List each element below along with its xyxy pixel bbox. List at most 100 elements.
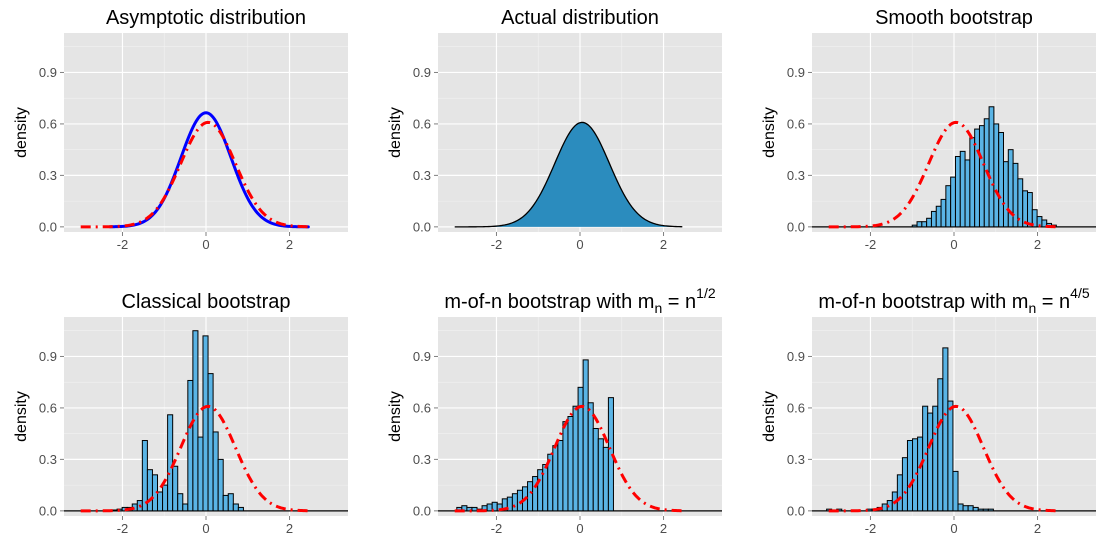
histogram-bar	[927, 412, 934, 512]
panel-title-text: m-of-n bootstrap with m	[444, 291, 654, 313]
panel-title-text: Smooth bootstrap	[875, 7, 1033, 29]
histogram-bar	[906, 440, 914, 512]
y-tick-label: 0.6	[39, 116, 57, 131]
x-tick-label: 2	[1034, 521, 1041, 535]
panel-title-tail: = n	[1036, 291, 1070, 313]
histogram-bar	[947, 400, 954, 512]
x-tick-label: -2	[491, 237, 503, 252]
histogram-bar	[967, 505, 974, 512]
y-tick-label: 0.0	[413, 219, 431, 234]
y-tick-label: 0.0	[787, 503, 805, 518]
histogram-bar	[232, 503, 239, 512]
histogram-bar	[582, 359, 589, 512]
y-tick-label: 0.6	[787, 116, 805, 131]
panel-title: m-of-n bootstrap with mn = n1/2	[444, 285, 715, 316]
y-tick-label: 0.3	[787, 168, 805, 183]
y-tick-label: 0.3	[39, 168, 57, 183]
histogram-bar	[602, 446, 609, 512]
x-tick-label: -2	[117, 521, 129, 535]
histogram-bar	[227, 493, 234, 512]
histogram-bar	[162, 484, 169, 512]
panel-title: Asymptotic distribution	[106, 7, 306, 29]
histogram-bar	[557, 440, 564, 512]
x-tick-label: 0	[950, 521, 957, 535]
histogram-bar	[111, 509, 118, 512]
histogram-bar	[917, 436, 924, 512]
y-tick-label: 0.3	[39, 452, 57, 467]
histogram-bar	[567, 416, 574, 512]
histogram-bar	[964, 159, 971, 228]
panel-5: -2 0 2 0.0 0.3 0.6 0.9 density m-of-n bootstrap …	[387, 285, 722, 535]
density-outline	[454, 121, 683, 228]
panel-title: Actual distribution	[501, 7, 659, 29]
histogram-bar	[1012, 162, 1019, 228]
panel-title-subscript: n	[1028, 300, 1036, 316]
x-tick-label: 2	[1034, 237, 1041, 252]
histogram-bar	[572, 405, 579, 512]
y-tick-label: 0.0	[787, 219, 805, 234]
panel-title-tail: = n	[662, 291, 696, 313]
histogram-bar	[172, 465, 179, 512]
histogram-bar	[237, 506, 244, 512]
histogram-bar	[952, 470, 959, 512]
histogram-bar	[881, 503, 888, 512]
y-tick-label: 0.0	[39, 219, 57, 234]
histogram-bar	[987, 508, 994, 512]
histogram-bar	[932, 405, 939, 512]
histogram-bar	[542, 464, 549, 512]
histogram-bar	[157, 491, 164, 512]
y-tick-label: 0.0	[39, 503, 57, 518]
histogram-bar	[866, 508, 873, 512]
histogram-bar	[937, 378, 944, 512]
y-axis-title: density	[387, 391, 404, 442]
histogram-bar	[969, 137, 976, 228]
y-tick-label: 0.9	[787, 65, 805, 80]
histogram-bar	[998, 132, 1004, 228]
histogram-bar	[978, 125, 985, 228]
x-tick-label: -2	[865, 237, 877, 252]
panel-title: Smooth bootstrap	[875, 7, 1033, 29]
histogram-bar	[922, 405, 929, 512]
histogram-bar	[959, 150, 966, 228]
x-tick-label: 0	[202, 237, 209, 252]
histogram-bar	[207, 373, 214, 512]
y-tick-label: 0.6	[787, 400, 805, 415]
histogram-bar	[930, 210, 937, 228]
histogram-bar	[141, 440, 148, 512]
histogram-bar	[511, 493, 518, 512]
histogram-bar	[950, 176, 956, 228]
histogram-bar	[942, 347, 949, 512]
dashed-density-curve	[828, 404, 1057, 513]
panel-title-text: Asymptotic distribution	[106, 7, 306, 29]
panel-title-text: Actual distribution	[501, 7, 659, 29]
y-tick-label: 0.6	[413, 400, 431, 415]
histogram-bar	[177, 493, 184, 512]
y-axis-title: density	[761, 107, 778, 158]
histogram-bar	[562, 421, 569, 512]
y-tick-label: 0.9	[39, 349, 57, 364]
x-tick-label: -2	[491, 521, 503, 535]
histogram-bar	[212, 431, 219, 512]
panel-1: -2 0 2 0.0 0.3 0.6 0.9 density Asymptotic distri…	[13, 7, 348, 252]
y-tick-label: 0.3	[413, 452, 431, 467]
panel-4: -2 0 2 0.0 0.3 0.6 0.9 density Classical bootstr…	[13, 291, 348, 535]
density-curve	[108, 111, 310, 229]
x-tick-label: 2	[660, 521, 667, 535]
panel-title-superscript: 4/5	[1070, 285, 1090, 301]
panel-title-text: Classical bootstrap	[122, 291, 291, 313]
histogram-bar	[146, 469, 153, 512]
histogram-bar	[977, 508, 984, 512]
histogram-bar	[945, 185, 952, 228]
histogram-bar	[552, 445, 559, 512]
histogram-bar	[217, 458, 224, 512]
histogram-bar	[592, 428, 599, 512]
histogram-bar	[222, 494, 229, 512]
histogram-bar	[911, 224, 918, 228]
panel-3: -2 0 2 0.0 0.3 0.6 0.9 density Smooth bootstrap	[761, 7, 1096, 252]
histogram-bar	[197, 436, 204, 512]
histogram-bar	[988, 106, 995, 228]
x-tick-label: -2	[117, 237, 129, 252]
y-axis-title: density	[761, 391, 778, 442]
histogram-bar	[587, 402, 594, 512]
y-tick-label: 0.9	[39, 65, 57, 80]
